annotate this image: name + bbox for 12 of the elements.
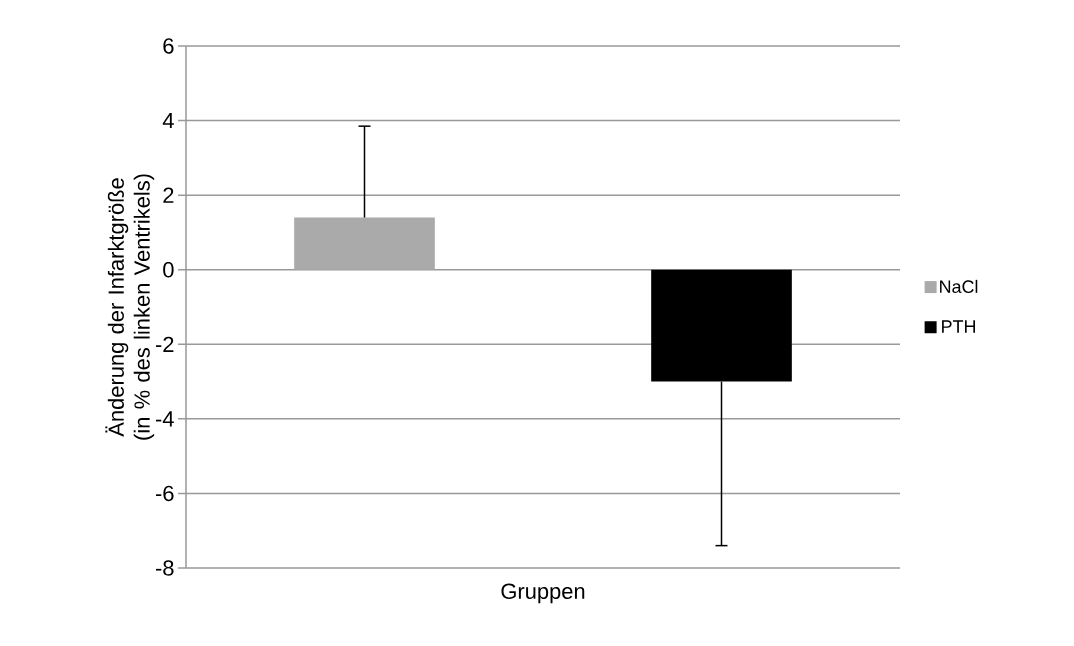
- y-tick-label: -2: [155, 336, 174, 352]
- y-tick-label: 6: [163, 38, 174, 54]
- y-tick-label: 4: [162, 113, 174, 129]
- y-tick-label: 0: [163, 261, 174, 278]
- legend-label: PTH: [942, 320, 975, 333]
- legend-label: NaCl: [940, 279, 978, 294]
- y-tick-label: -8: [155, 560, 174, 576]
- x-tick-label: Gruppen: [501, 583, 585, 604]
- y-tick-label: -6: [155, 485, 174, 502]
- y-tick-label: -4: [155, 411, 174, 427]
- y-tick-label: 2: [163, 187, 174, 203]
- y-axis-title: Änderung der Infarktgröße (in % des linken Ventrikels): [105, 174, 155, 440]
